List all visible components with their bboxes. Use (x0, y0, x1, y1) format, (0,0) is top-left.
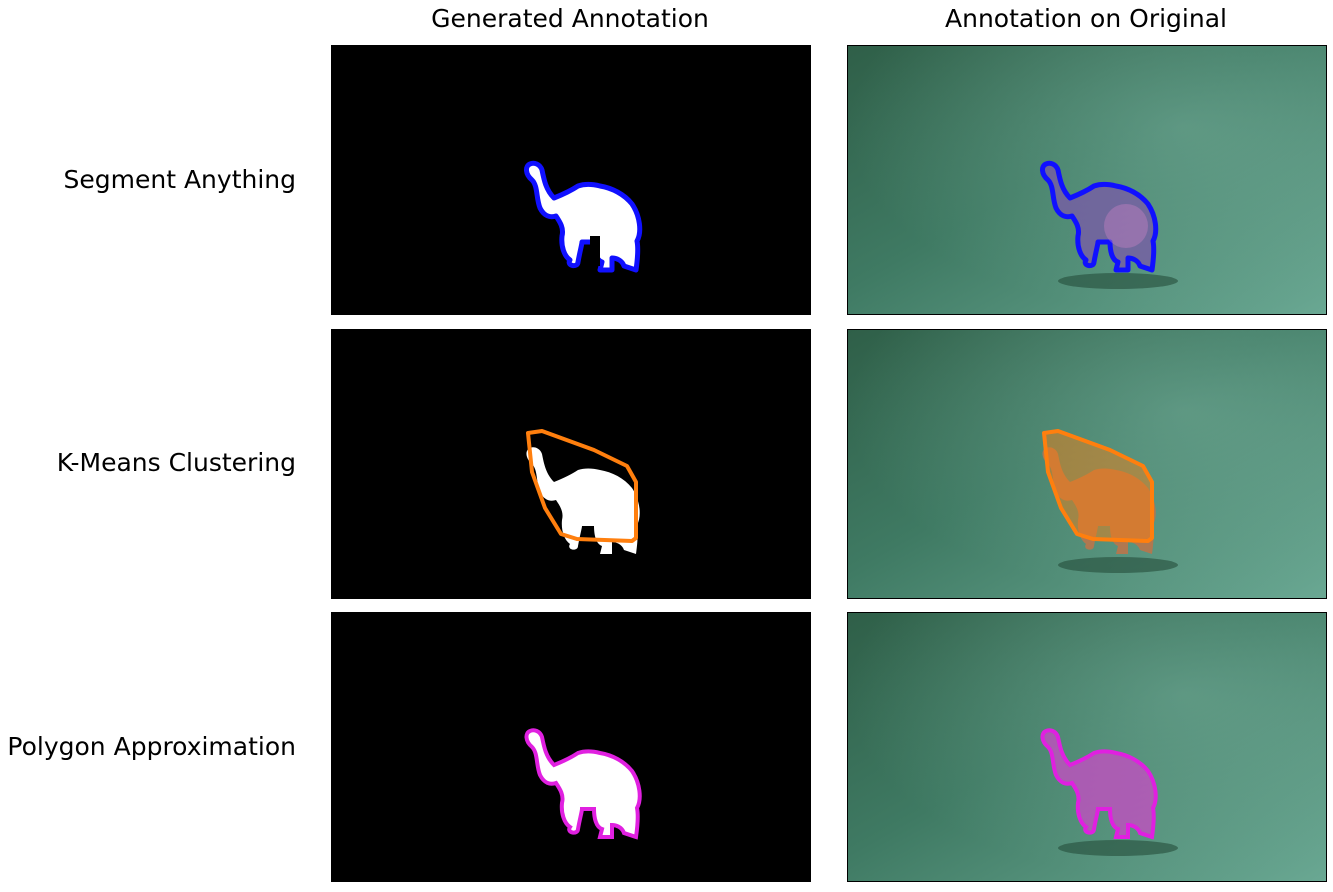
row-label-polygon: Polygon Approximation (7, 732, 296, 761)
overlay-panel-segment-anything (847, 45, 1327, 315)
row-label-segment-anything: Segment Anything (63, 165, 297, 194)
row-label-kmeans: K-Means Clustering (56, 448, 296, 477)
overlay-panel-kmeans (847, 329, 1327, 599)
mask-panel-polygon (331, 612, 811, 882)
overlay-panel-polygon (847, 612, 1327, 882)
mask-panel-segment-anything (331, 45, 811, 315)
column-title-generated: Generated Annotation (431, 4, 709, 33)
mask-panel-kmeans (331, 329, 811, 599)
column-title-original: Annotation on Original (945, 4, 1227, 33)
